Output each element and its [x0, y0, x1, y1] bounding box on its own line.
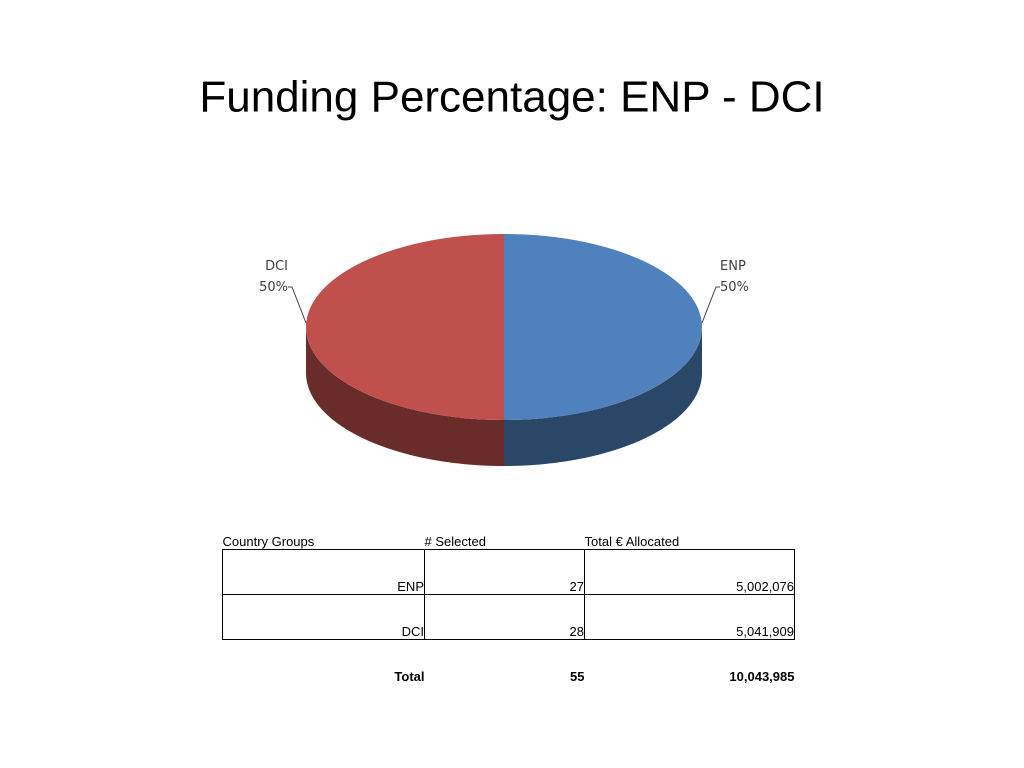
total-cell: 10,043,985	[729, 669, 795, 684]
data-table: Country Groups # Selected Total € Alloca…	[222, 533, 795, 684]
header-cell: Country Groups	[222, 534, 315, 549]
slice	[306, 234, 504, 420]
slice-label: ENP	[720, 259, 746, 274]
header-cell: Total € Allocated	[584, 534, 680, 549]
total-cell: Total	[394, 669, 425, 684]
cell: ENP	[222, 549, 425, 595]
slice-value-label: 50%	[259, 280, 288, 295]
slice-value-label: 50%	[720, 280, 749, 295]
chart-title: Funding Percentage: ENP - DCI	[199, 73, 824, 122]
cell: 5,002,076	[584, 549, 795, 595]
slice-side	[306, 327, 504, 466]
table-row: DCI 28 5,041,909	[222, 594, 795, 640]
cell: 28	[424, 594, 585, 640]
leader-line	[288, 286, 307, 324]
table-row: ENP 27 5,002,076	[222, 549, 795, 595]
cell: 27	[424, 549, 585, 595]
slice-label: DCI	[265, 259, 288, 274]
header-cell: # Selected	[424, 534, 486, 549]
slice-side	[504, 327, 702, 466]
slice	[504, 234, 702, 420]
cell: DCI	[222, 594, 425, 640]
total-row: Total 55 10,043,985	[223, 640, 795, 684]
leader-line	[701, 286, 720, 324]
total-cell: 55	[570, 669, 585, 684]
header-row: Country Groups # Selected Total € Alloca…	[223, 533, 795, 550]
cell: 5,041,909	[584, 594, 795, 640]
